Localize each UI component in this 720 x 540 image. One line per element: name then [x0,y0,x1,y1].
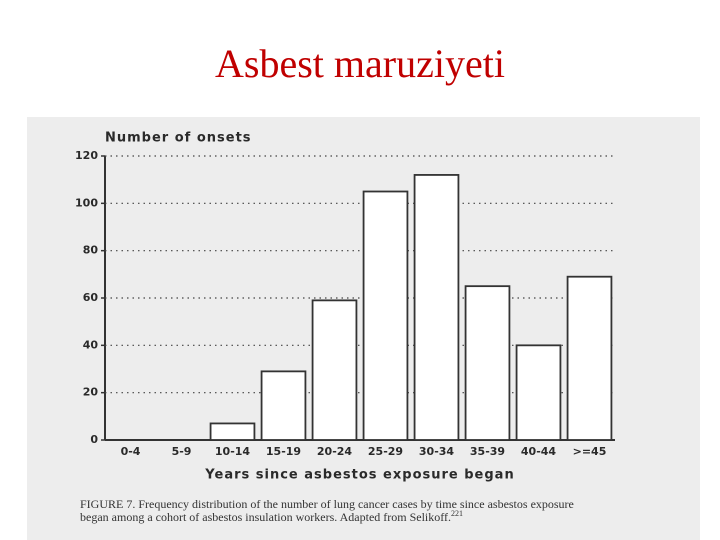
x-tick-label: >=45 [573,445,607,458]
bar [413,174,460,441]
bar [311,299,358,441]
x-tick-label: 15-19 [266,445,301,458]
x-tick-label: 20-24 [317,445,353,458]
y-tick-label: 100 [75,196,98,209]
caption-line: FIGURE 7. Frequency distribution of the … [80,497,574,511]
bar [566,275,613,441]
y-tick-label: 60 [83,291,99,304]
x-tick-label: 40-44 [521,445,557,458]
y-tick-label: 120 [75,149,98,162]
x-tick-label: 5-9 [172,445,192,458]
x-tick-label: 25-29 [368,445,403,458]
y-tick-label: 40 [83,338,99,351]
x-tick-label: 0-4 [121,445,141,458]
caption-ref: 221 [451,509,463,518]
bar [260,370,307,441]
bar [362,190,409,441]
x-tick-label: 35-39 [470,445,505,458]
slide-title: Asbest maruziyeti [215,41,505,86]
bar [515,344,562,441]
y-tick-label: 80 [83,244,99,257]
bar [209,422,256,441]
y-axis-label: Number of onsets [105,131,252,146]
x-tick-label: 30-34 [419,445,455,458]
x-axis-label: Years since asbestos exposure began [204,468,514,483]
y-tick-label: 0 [90,433,98,446]
y-tick-label: 20 [83,386,99,399]
bar [464,285,511,441]
caption-line: began among a cohort of asbestos insulat… [80,509,463,524]
x-tick-label: 10-14 [215,445,251,458]
